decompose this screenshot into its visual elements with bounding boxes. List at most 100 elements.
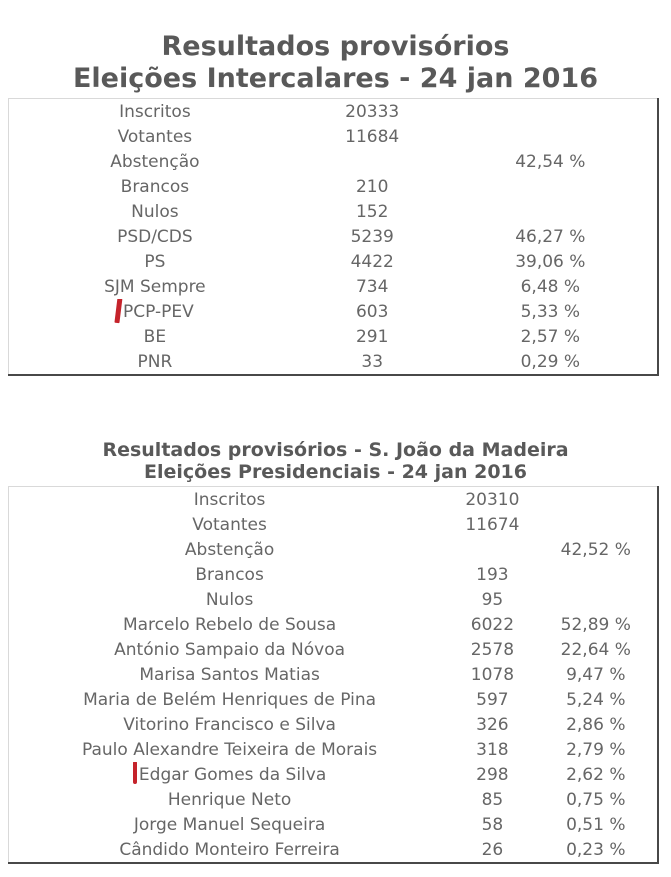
sub-title-line1: Resultados provisórios - S. João da Made… xyxy=(102,439,569,461)
row-value: 152 xyxy=(355,201,389,222)
row-value xyxy=(301,149,444,174)
sub-title-line2: Eleições Presidenciais - 24 jan 2016 xyxy=(144,461,527,483)
table-row: Votantes 11684 xyxy=(9,124,659,149)
row-value: 11684 xyxy=(345,126,400,147)
red-stroke-tilted-icon xyxy=(114,299,123,323)
row-value: 26 xyxy=(481,839,504,860)
table-row: Nulos 95 xyxy=(9,587,659,612)
row-percentage: 6,48 % xyxy=(520,276,581,297)
row-value: 210 xyxy=(355,176,389,197)
row-value: 58 xyxy=(481,814,504,835)
table-row: BE 291 2,57 % xyxy=(9,324,659,349)
table-row: SJM Sempre 734 6,48 % xyxy=(9,274,659,299)
table-row: Henrique Neto 85 0,75 % xyxy=(9,787,659,812)
row-percentage: 52,89 % xyxy=(560,614,631,635)
row-percentage xyxy=(535,562,658,587)
table-row: Votantes 11674 xyxy=(9,512,659,537)
page-title-presidenciais: Resultados provisórios - S. João da Made… xyxy=(0,439,671,483)
row-value: 95 xyxy=(481,589,504,610)
table-row: Inscritos 20333 xyxy=(9,99,659,125)
row-percentage: 0,75 % xyxy=(566,789,626,810)
row-value: 298 xyxy=(476,764,509,785)
table-row: PSD/CDS 5239 46,27 % xyxy=(9,224,659,249)
table-row: Inscritos 20310 xyxy=(9,487,659,513)
row-label: PS xyxy=(144,251,166,272)
table-row: Jorge Manuel Sequeira 58 0,51 % xyxy=(9,812,659,837)
row-percentage xyxy=(444,174,658,199)
row-label: Cândido Monteiro Ferreira xyxy=(119,839,340,860)
row-percentage xyxy=(535,487,658,513)
row-percentage xyxy=(535,512,658,537)
row-value: 326 xyxy=(476,714,509,735)
row-percentage: 22,64 % xyxy=(560,639,631,660)
row-value: 20310 xyxy=(465,489,520,510)
row-percentage xyxy=(444,199,658,224)
row-label: Vitorino Francisco e Silva xyxy=(123,714,336,735)
row-percentage: 0,51 % xyxy=(566,814,626,835)
page-title-intercalares: Resultados provisórios Eleições Intercal… xyxy=(0,31,671,95)
row-label: PNR xyxy=(137,351,173,372)
row-label: Brancos xyxy=(195,564,264,585)
row-percentage xyxy=(444,124,658,149)
row-value: 4422 xyxy=(350,251,394,272)
row-value: 5239 xyxy=(350,226,394,247)
row-percentage: 5,33 % xyxy=(520,301,581,322)
intercalares-results-table: Inscritos 20333 Votantes 11684 Abstenção 42,5… xyxy=(8,98,659,376)
table-row: Marisa Santos Matias 1078 9,47 % xyxy=(9,662,659,687)
row-value: 11674 xyxy=(465,514,520,535)
row-label: Jorge Manuel Sequeira xyxy=(133,814,326,835)
row-value: 85 xyxy=(481,789,504,810)
row-label: Nulos xyxy=(131,201,179,222)
row-value: 291 xyxy=(355,326,389,347)
row-value: 2578 xyxy=(470,639,515,660)
row-label: Inscritos xyxy=(119,101,191,122)
row-percentage: 46,27 % xyxy=(515,226,586,247)
row-label: Votantes xyxy=(192,514,267,535)
table-row: PNR 33 0,29 % xyxy=(9,349,659,375)
page-title-line2: Eleições Intercalares - 24 jan 2016 xyxy=(72,63,599,94)
row-label: Nulos xyxy=(205,589,254,610)
row-label: Inscritos xyxy=(193,489,266,510)
row-percentage: 42,52 % xyxy=(560,539,631,560)
table-row: Cândido Monteiro Ferreira 26 0,23 % xyxy=(9,837,659,863)
table-row: Edgar Gomes da Silva 298 2,62 % xyxy=(9,762,659,787)
row-label: Abstenção xyxy=(110,151,200,172)
row-label: PSD/CDS xyxy=(117,226,193,247)
table-row: Abstenção 42,52 % xyxy=(9,537,659,562)
row-label: Marisa Santos Matias xyxy=(139,664,320,685)
row-percentage: 2,57 % xyxy=(520,326,581,347)
red-stroke-icon xyxy=(132,762,137,784)
row-label: SJM Sempre xyxy=(104,276,206,297)
row-label: Paulo Alexandre Teixeira de Morais xyxy=(82,739,378,760)
row-percentage xyxy=(444,99,658,125)
row-percentage: 0,23 % xyxy=(566,839,626,860)
row-label: Votantes xyxy=(117,126,193,147)
table-row: Brancos 210 xyxy=(9,174,659,199)
table-row: Brancos 193 xyxy=(9,562,659,587)
presidenciais-results-table: Inscritos 20310 Votantes 11674 Abstenção 42,5… xyxy=(8,486,659,864)
table-row: Vitorino Francisco e Silva 326 2,86 % xyxy=(9,712,659,737)
table-row: Maria de Belém Henriques de Pina 597 5,24 … xyxy=(9,687,659,712)
table-row: António Sampaio da Nóvoa 2578 22,64 % xyxy=(9,637,659,662)
row-value: 597 xyxy=(476,689,509,710)
row-value: 193 xyxy=(476,564,509,585)
table-row: Marcelo Rebelo de Sousa 6022 52,89 % xyxy=(9,612,659,637)
table-row: Nulos 152 xyxy=(9,199,659,224)
row-percentage: 2,62 % xyxy=(566,764,626,785)
table-row: Abstenção 42,54 % xyxy=(9,149,659,174)
row-percentage: 2,79 % xyxy=(566,739,626,760)
row-value: 603 xyxy=(355,301,389,322)
row-label: Maria de Belém Henriques de Pina xyxy=(83,689,377,710)
row-value: 1078 xyxy=(470,664,515,685)
row-percentage: 39,06 % xyxy=(515,251,586,272)
row-label: Henrique Neto xyxy=(167,789,292,810)
row-label: António Sampaio da Nóvoa xyxy=(114,639,346,660)
row-label: Brancos xyxy=(120,176,190,197)
row-percentage: 5,24 % xyxy=(566,689,626,710)
row-percentage: 0,29 % xyxy=(520,351,581,372)
row-label: PCP-PEV xyxy=(9,299,301,324)
row-percentage: 2,86 % xyxy=(566,714,626,735)
row-value: 318 xyxy=(476,739,509,760)
row-value: 20333 xyxy=(345,101,400,122)
